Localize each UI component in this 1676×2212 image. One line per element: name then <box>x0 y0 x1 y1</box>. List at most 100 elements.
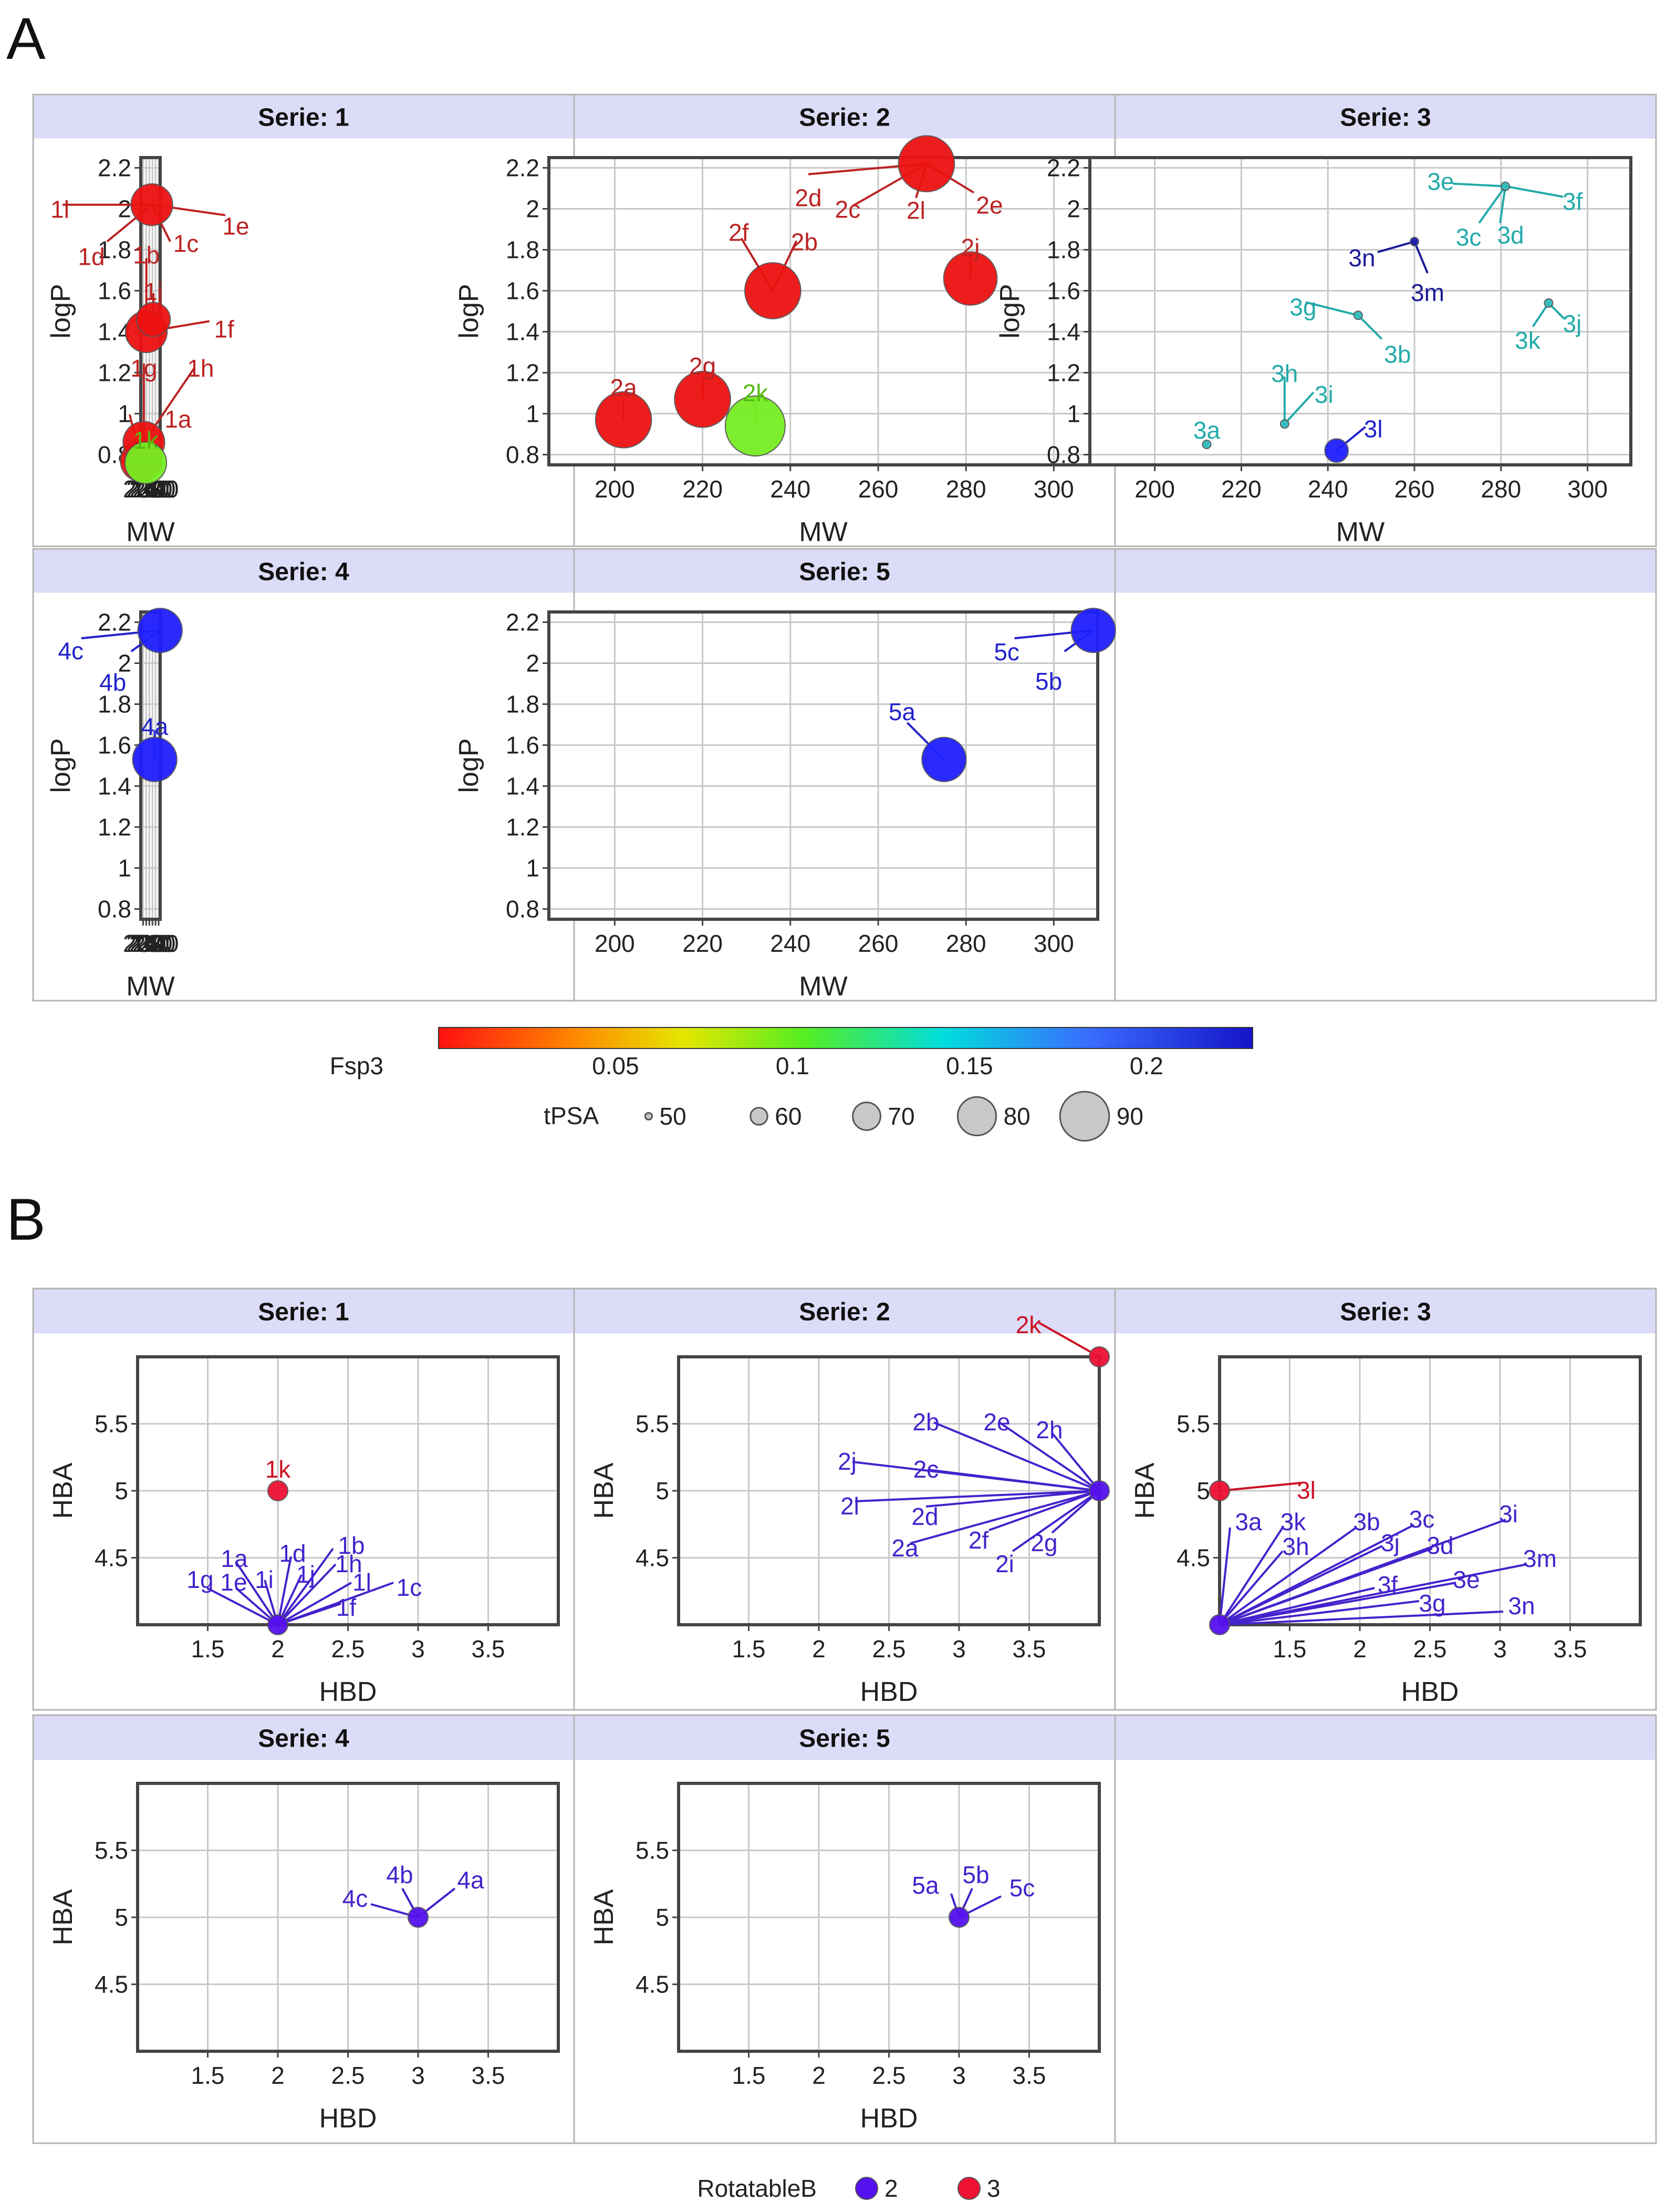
facet-b-2: Serie: 2 1.5 2 2.5 3 3.5 4.5 5 5.5 HBD HBA 2k 2b 2e 2h… <box>589 1299 1110 1707</box>
y-tick-label: 0.8 <box>1047 441 1080 469</box>
y-tick-label: 2 <box>526 195 539 223</box>
y-tick-label: 2.2 <box>98 609 131 636</box>
y-tick-label: 5.5 <box>636 1410 669 1438</box>
data-label-3k: 3k <box>1515 327 1541 354</box>
fsp3-tick-label: 0.2 <box>1130 1052 1163 1079</box>
label-leader-line <box>1219 1611 1504 1626</box>
x-tick-label: 200 <box>1134 475 1175 503</box>
data-label-3j: 3j <box>1381 1529 1400 1556</box>
data-label-3g: 3g <box>1289 293 1316 320</box>
fsp3-colorbar <box>438 1027 1253 1049</box>
facet-strip-title: Serie: 2 <box>799 1299 890 1326</box>
x-tick-label: 300 <box>1034 930 1074 957</box>
label-leader-line <box>1219 1482 1302 1492</box>
data-label-5a: 5a <box>889 698 916 725</box>
data-label-5a: 5a <box>912 1872 939 1899</box>
x-tick-label: 280 <box>136 930 176 957</box>
y-tick-label: 5.5 <box>95 1837 128 1864</box>
x-tick-label: 2.5 <box>331 1635 365 1663</box>
tpsa-legend-title: tPSA <box>544 1102 599 1129</box>
data-label-2f: 2f <box>969 1526 989 1554</box>
tpsa-size-label: 50 <box>660 1103 686 1130</box>
label-leader-line <box>1505 185 1564 198</box>
y-axis-title: HBA <box>589 1889 619 1945</box>
x-tick-label: 2 <box>812 2062 826 2089</box>
data-label-3j: 3j <box>1563 310 1582 337</box>
y-tick-label: 5.5 <box>1177 1410 1210 1438</box>
facet-strip <box>34 1716 574 1760</box>
data-label-5b: 5b <box>962 1861 989 1888</box>
facet-strip-title: Serie: 1 <box>258 104 349 132</box>
x-tick-label: 280 <box>946 475 986 503</box>
facet-a-1: Serie: 12002202402602803000.811.21.41.61… <box>46 104 349 548</box>
y-tick-label: 1.6 <box>98 277 131 305</box>
label-leader-line <box>1219 1526 1357 1626</box>
y-tick-label: 5 <box>655 1477 669 1504</box>
plot-frame <box>136 1782 560 2053</box>
data-label-2l: 2l <box>907 197 925 224</box>
data-label-1f: 1f <box>336 1594 357 1621</box>
x-tick-label: 220 <box>682 930 723 957</box>
y-tick-label: 1.8 <box>98 236 131 264</box>
data-point-4a <box>132 736 178 782</box>
data-label-2j: 2j <box>961 234 980 261</box>
label-leader-line <box>1051 1490 1100 1534</box>
facet-panel-border <box>1114 1714 1657 2144</box>
x-tick-label: 1.5 <box>191 2062 225 2089</box>
data-label-3a: 3a <box>1193 417 1221 444</box>
x-tick-label: 300 <box>139 930 179 957</box>
y-tick-label: 5 <box>114 1477 128 1504</box>
x-tick-label: 2 <box>1353 1635 1367 1663</box>
rotatableb-key-3 <box>957 2177 981 2200</box>
data-label-3m: 3m <box>1411 279 1444 306</box>
data-point-1l <box>130 183 173 226</box>
x-tick-label: 3 <box>411 2062 425 2089</box>
facet-b-3: Serie: 3 1.5 2 2.5 3 3.5 4.5 5 5.5 HBD HBA 3l 3a 3k3h… <box>1130 1299 1642 1707</box>
y-tick-label: 1.6 <box>506 277 539 305</box>
data-label-2g: 2g <box>689 352 716 380</box>
label-leader-line <box>1357 314 1383 340</box>
data-label-1c: 1c <box>173 230 199 257</box>
label-leader-line <box>1012 1490 1100 1552</box>
data-label-1f: 1f <box>214 316 234 343</box>
data-point-3a <box>1202 440 1212 449</box>
label-leader-line <box>1051 1432 1100 1492</box>
label-leader-line <box>855 1490 1100 1502</box>
y-tick-label: 0.8 <box>98 896 131 923</box>
plot-frame <box>1088 156 1632 466</box>
facet-strip <box>575 95 1115 139</box>
y-tick-label: 1 <box>526 855 539 882</box>
tpsa-size-label: 60 <box>775 1103 801 1130</box>
label-leader-line <box>1219 1550 1284 1626</box>
x-axis-title: MW <box>799 517 847 547</box>
data-point-2g <box>674 370 731 428</box>
label-leader-line <box>1478 185 1506 224</box>
rotatableb-legend-title: RotatableB <box>697 2175 817 2202</box>
rotatableb-key-label: 3 <box>987 2175 1001 2202</box>
label-leader-line <box>1377 240 1415 253</box>
data-label-3l: 3l <box>1297 1477 1316 1504</box>
data-label-3b: 3b <box>1353 1508 1380 1535</box>
data-label-1l: 1l <box>352 1569 371 1596</box>
y-tick-label: 4.5 <box>95 1971 128 1998</box>
y-tick-label: 2 <box>1067 195 1080 223</box>
tpsa-size-label: 90 <box>1117 1103 1143 1130</box>
x-tick-label: 220 <box>126 930 166 957</box>
facet-strip <box>1116 1289 1656 1334</box>
data-label-1d: 1d <box>78 243 105 271</box>
facet-strip <box>34 549 574 593</box>
figure-a: Serie: 12002202402602803000.811.21.41.61… <box>32 94 1657 1142</box>
data-label-2d: 2d <box>795 184 821 212</box>
data-label-1h: 1h <box>335 1550 362 1577</box>
facet-b-1: Serie: 1 1.5 2 2.5 3 3.5 4.5 5 5.5 HBD HBA 1k 1a 1g 1e… <box>48 1299 560 1707</box>
data-label-2h: 2h <box>1036 1416 1063 1443</box>
label-leader-line <box>1219 1582 1456 1626</box>
facet-strip <box>1116 549 1656 593</box>
x-tick-label: 2 <box>812 1635 826 1663</box>
data-label-2k: 2k <box>1016 1311 1042 1338</box>
data-label-2g: 2g <box>1030 1529 1057 1556</box>
data-label-4b: 4b <box>99 669 126 696</box>
y-axis-title: logP <box>46 738 76 793</box>
y-tick-label: 1.4 <box>98 773 131 800</box>
